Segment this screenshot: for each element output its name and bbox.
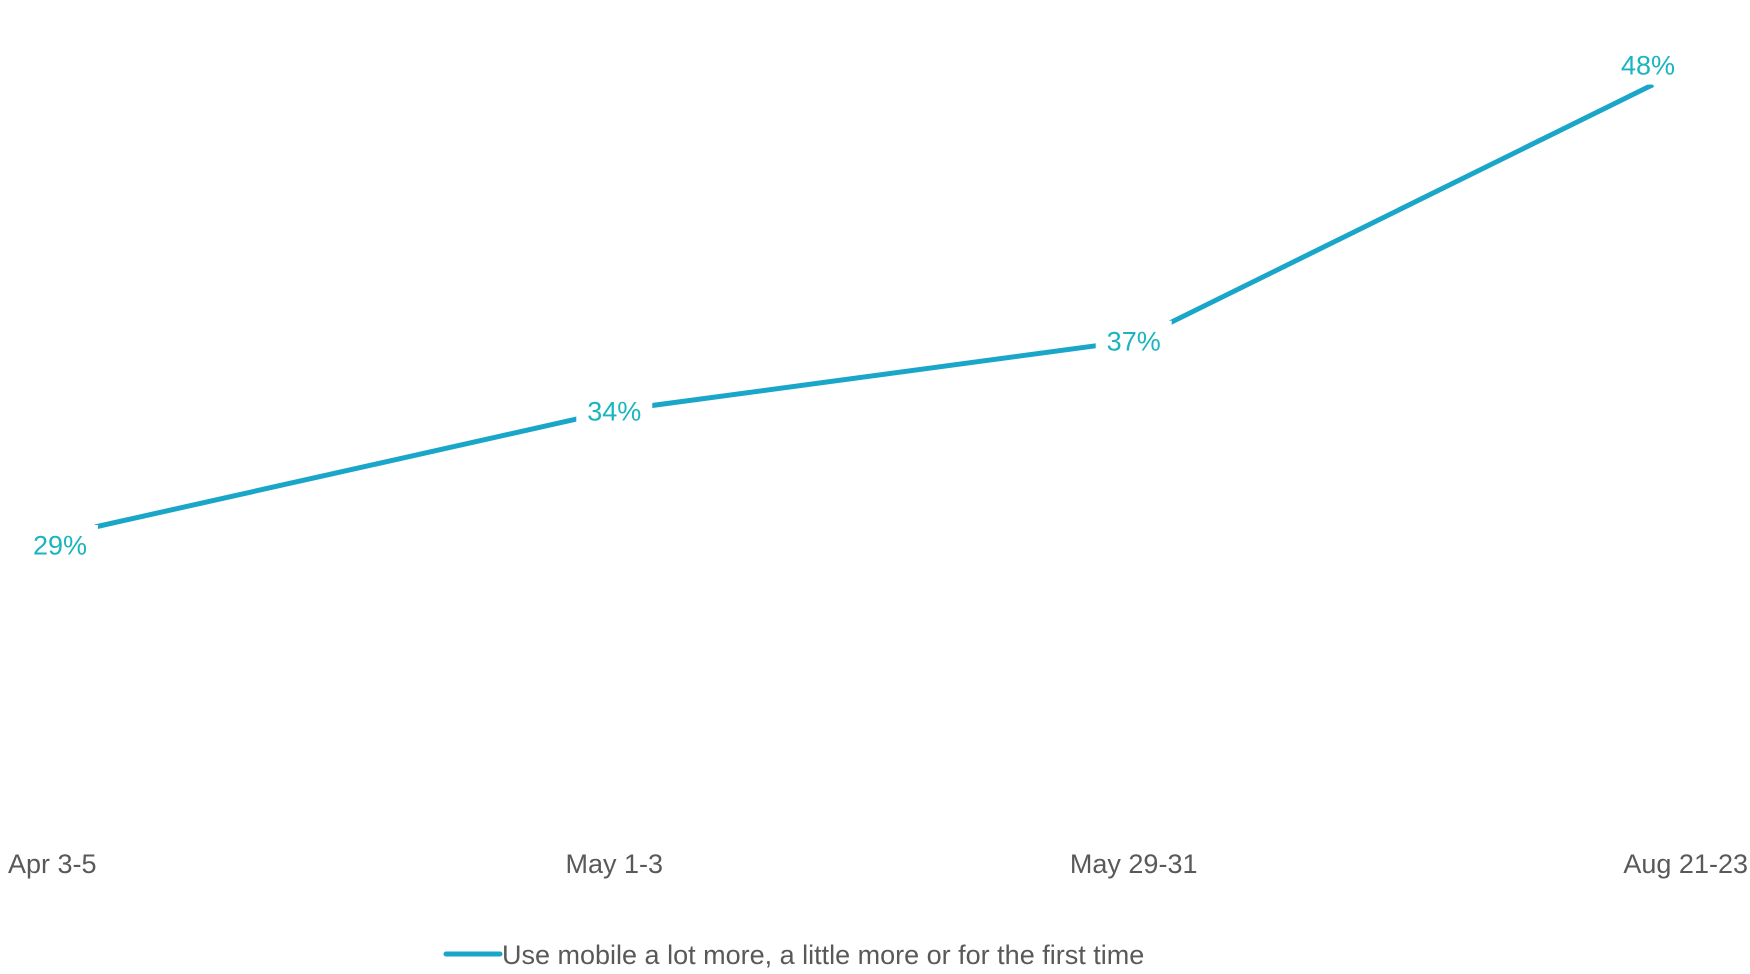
legend-label: Use mobile a lot more, a little more or …	[502, 940, 1144, 969]
x-tick-label: Aug 21-23	[1623, 849, 1748, 879]
x-axis: Apr 3-5 May 1-3 May 29-31 Aug 21-23	[8, 849, 1748, 879]
series-line	[94, 82, 1655, 530]
data-label-background	[22, 525, 98, 565]
legend: Use mobile a lot more, a little more or …	[443, 940, 1144, 970]
data-label-background	[1610, 44, 1686, 85]
x-tick-label: May 29-31	[1070, 849, 1198, 879]
data-label: 29%	[22, 525, 98, 565]
data-label-text: 34%	[587, 396, 641, 426]
data-label-text: 48%	[1621, 50, 1675, 80]
data-label-text: 37%	[1107, 326, 1161, 356]
data-label: 34%	[576, 390, 653, 431]
data-label-background	[576, 390, 653, 431]
data-label: 48%	[1610, 44, 1686, 85]
series-layer	[94, 82, 1655, 530]
x-tick-label: Apr 3-5	[8, 849, 97, 879]
data-label-layer: 29% 34% 37% 48%	[22, 44, 1686, 565]
data-label-background	[1095, 320, 1172, 361]
data-label-text: 29%	[33, 531, 87, 561]
data-label: 37%	[1095, 320, 1172, 361]
x-tick-label: May 1-3	[566, 849, 664, 879]
